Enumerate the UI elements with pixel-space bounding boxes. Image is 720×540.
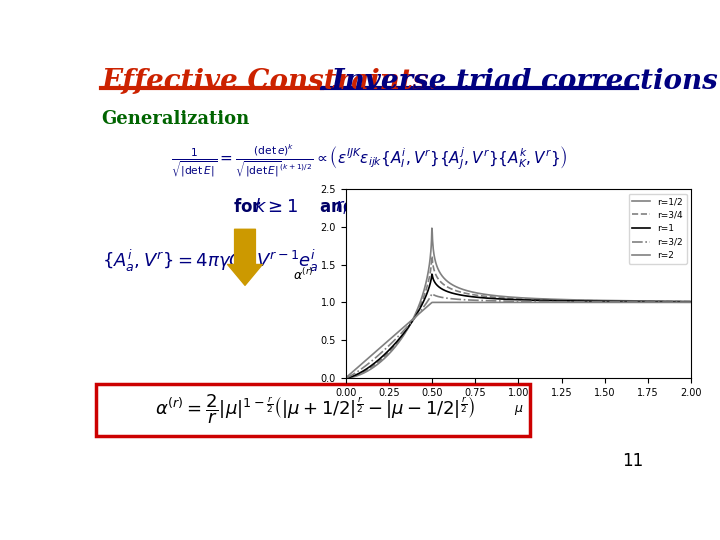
r=3/4 [428,253,436,260]
Text: $k \geq 1$: $k \geq 1$ [254,198,298,216]
r=2 [600,299,609,306]
Text: $\alpha^{(r)} = \dfrac{2}{r}|\mu|^{1-\frac{r}{2}}\left(|\mu+1/2|^{\frac{r}{2}} -: $\alpha^{(r)} = \dfrac{2}{r}|\mu|^{1-\fr… [155,392,475,426]
r=1 [579,298,588,305]
r=1/2 [611,298,620,304]
r=3/4 [482,293,490,300]
Bar [96,383,530,436]
r=1 [494,295,503,302]
r=3/2 [428,291,436,297]
r=3/4 [494,294,503,301]
r=1/2 [579,297,588,303]
r=2 [494,299,503,306]
r=3/2 [579,299,588,305]
r=1/2 [377,358,385,365]
r=2 [481,299,490,306]
r=1 [611,298,620,305]
r=1/2 [687,298,696,305]
Text: $\{A_a^i, V^r\} = 4\pi\gamma G\, r\, V^{r-1} e_a^i$: $\{A_a^i, V^r\} = 4\pi\gamma G\, r\, V^{… [102,248,318,274]
r=1 [617,298,626,305]
Line: r=3/4: r=3/4 [346,256,691,378]
r=3/2 [611,299,620,305]
Y-axis label: $\alpha^{(r)}$: $\alpha^{(r)}$ [294,268,314,284]
r=1/2 [494,293,503,299]
r=3/4 [617,298,626,305]
Text: $r_k = \dfrac{2k-1}{3k} \geq \dfrac{1}{3}$: $r_k = \dfrac{2k-1}{3k} \geq \dfrac{1}{3… [335,188,465,226]
r=3/2 [377,350,385,356]
r=2 [341,375,350,381]
r=3/4 [611,298,620,304]
r=1 [482,295,490,301]
r=1/2 [617,298,626,304]
r=1 [341,375,350,381]
FancyArrowPatch shape [228,230,262,285]
Text: Inverse triad corrections.: Inverse triad corrections. [323,68,720,95]
r=3/4 [377,356,385,363]
r=1/2 [428,225,436,232]
r=3/2 [617,299,626,305]
r=1 [687,299,696,305]
r=2 [611,299,620,306]
X-axis label: $\mu$: $\mu$ [513,403,523,417]
Text: $\frac{1}{\sqrt{|\det E|}} = \frac{(\det e)^k}{\sqrt{|\det E|}^{(k+1)/2}} \propt: $\frac{1}{\sqrt{|\det E|}} = \frac{(\det… [171,143,567,179]
r=1 [377,354,385,361]
r=1 [428,271,436,278]
Text: 11: 11 [622,453,643,470]
r=3/4 [687,298,696,305]
Line: r=3/2: r=3/2 [346,294,691,378]
r=3/4 [341,375,350,381]
Legend: r=1/2, r=3/4, r=1, r=3/2, r=2: r=1/2, r=3/4, r=1, r=3/2, r=2 [629,193,687,264]
Line: r=2: r=2 [346,302,691,378]
r=2 [579,299,588,306]
r=1/2 [482,291,490,298]
r=1/2 [341,375,350,381]
r=3/4 [579,298,588,304]
r=2 [377,344,385,350]
Line: r=1: r=1 [346,274,691,378]
r=3/2 [687,299,696,306]
r=2 [617,299,626,306]
r=3/2 [482,298,490,304]
r=3/2 [341,375,350,381]
r=2 [687,299,696,306]
Line: r=1/2: r=1/2 [346,228,691,378]
r=3/2 [494,298,503,304]
Text: $\mathbf{and}$: $\mathbf{and}$ [319,198,354,216]
Text: Generalization: Generalization [102,110,250,127]
Text: $\mathbf{for}$: $\mathbf{for}$ [233,198,262,216]
Text: Effective Constraints.: Effective Constraints. [102,68,438,95]
